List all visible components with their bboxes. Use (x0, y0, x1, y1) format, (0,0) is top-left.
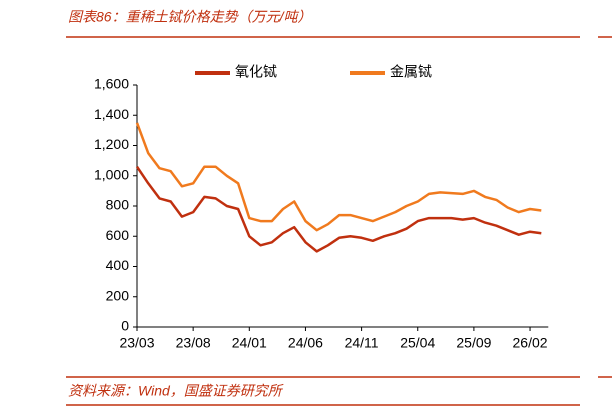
x-tick-label: 26/02 (513, 335, 548, 351)
x-tick-label: 23/03 (119, 335, 154, 351)
y-tick-label: 600 (106, 227, 130, 243)
y-tick-label: 400 (106, 257, 130, 273)
legend-label: 氧化铽 (235, 64, 277, 80)
x-tick-label: 23/08 (176, 335, 211, 351)
chart-title: 图表86：重稀土铽价格走势（万元/吨） (68, 9, 311, 25)
x-tick-label: 24/06 (288, 335, 323, 351)
series-line (135, 166, 542, 253)
x-tick-label: 25/04 (400, 335, 435, 351)
y-tick-label: 1,000 (94, 166, 129, 182)
y-tick-label: 1,200 (94, 136, 129, 152)
y-tick-label: 200 (106, 287, 130, 303)
x-tick-label: 24/01 (232, 335, 267, 351)
y-tick-label: 0 (121, 318, 129, 334)
x-tick-label: 25/09 (456, 335, 491, 351)
series-line (135, 122, 542, 232)
y-tick-label: 1,400 (94, 106, 129, 122)
y-tick-label: 800 (106, 197, 130, 213)
x-tick-label: 24/11 (345, 335, 379, 351)
source-note: 资料来源：Wind，国盛证券研究所 (68, 383, 284, 399)
y-tick-label: 1,600 (94, 76, 129, 92)
legend-label: 金属铽 (390, 64, 432, 80)
